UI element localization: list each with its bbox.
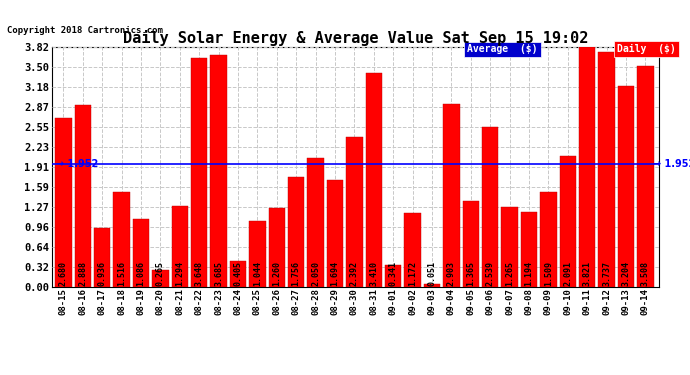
Text: 3.821: 3.821 <box>582 261 591 286</box>
Text: Average  (\$): Average (\$) <box>467 44 538 54</box>
Text: 0.341: 0.341 <box>388 261 397 286</box>
Bar <box>249 221 266 287</box>
Bar <box>152 270 168 287</box>
Bar <box>191 58 208 287</box>
Bar <box>268 208 285 287</box>
Bar <box>443 105 460 287</box>
Text: 2.392: 2.392 <box>350 261 359 286</box>
Text: 0.265: 0.265 <box>156 261 165 286</box>
Text: 1.516: 1.516 <box>117 261 126 286</box>
Text: 2.680: 2.680 <box>59 261 68 286</box>
Text: 3.737: 3.737 <box>602 261 611 286</box>
Text: 1.756: 1.756 <box>292 261 301 286</box>
Title: Daily Solar Energy & Average Value Sat Sep 15 19:02: Daily Solar Energy & Average Value Sat S… <box>123 30 588 46</box>
Bar <box>618 86 634 287</box>
Bar <box>385 266 402 287</box>
Text: 1.172: 1.172 <box>408 261 417 286</box>
Bar <box>288 177 304 287</box>
Bar <box>404 213 421 287</box>
Text: 0.051: 0.051 <box>428 261 437 286</box>
Bar <box>502 207 518 287</box>
Bar <box>598 52 615 287</box>
Text: 1.260: 1.260 <box>273 261 282 286</box>
Text: → 1.952: → 1.952 <box>56 159 98 169</box>
Bar <box>327 180 343 287</box>
Bar <box>637 66 653 287</box>
Text: 3.508: 3.508 <box>641 261 650 286</box>
Text: 3.410: 3.410 <box>369 261 378 286</box>
Bar <box>560 156 576 287</box>
Bar <box>462 201 479 287</box>
Bar <box>366 73 382 287</box>
Text: Copyright 2018 Cartronics.com: Copyright 2018 Cartronics.com <box>7 26 163 35</box>
Text: 0.936: 0.936 <box>98 261 107 286</box>
Bar <box>75 105 91 287</box>
Text: 1.365: 1.365 <box>466 261 475 286</box>
Text: 2.539: 2.539 <box>486 261 495 286</box>
Text: 2.903: 2.903 <box>447 261 456 286</box>
Bar <box>172 206 188 287</box>
Text: 3.685: 3.685 <box>214 261 223 286</box>
Text: 1.044: 1.044 <box>253 261 262 286</box>
Bar <box>307 158 324 287</box>
Bar <box>210 56 227 287</box>
Text: 1.265: 1.265 <box>505 261 514 286</box>
Bar <box>521 212 538 287</box>
Text: 1.194: 1.194 <box>524 261 533 286</box>
Bar <box>579 47 595 287</box>
Bar <box>94 228 110 287</box>
Bar <box>482 128 498 287</box>
Bar <box>230 261 246 287</box>
Bar <box>424 284 440 287</box>
Bar <box>132 219 149 287</box>
Text: 1.509: 1.509 <box>544 261 553 286</box>
Text: 1.086: 1.086 <box>137 261 146 286</box>
Text: 3.204: 3.204 <box>622 261 631 286</box>
Text: 2.888: 2.888 <box>78 261 88 286</box>
Text: 3.648: 3.648 <box>195 261 204 286</box>
Text: 2.091: 2.091 <box>563 261 572 286</box>
Text: 1.294: 1.294 <box>175 261 184 286</box>
Bar <box>113 192 130 287</box>
Bar <box>540 192 557 287</box>
Bar <box>346 136 363 287</box>
Text: → 1.952: → 1.952 <box>653 159 690 169</box>
Text: 1.694: 1.694 <box>331 261 339 286</box>
Bar <box>55 118 72 287</box>
Text: 2.050: 2.050 <box>311 261 320 286</box>
Text: 0.405: 0.405 <box>233 261 242 286</box>
Text: Daily  (\$): Daily (\$) <box>618 44 676 54</box>
